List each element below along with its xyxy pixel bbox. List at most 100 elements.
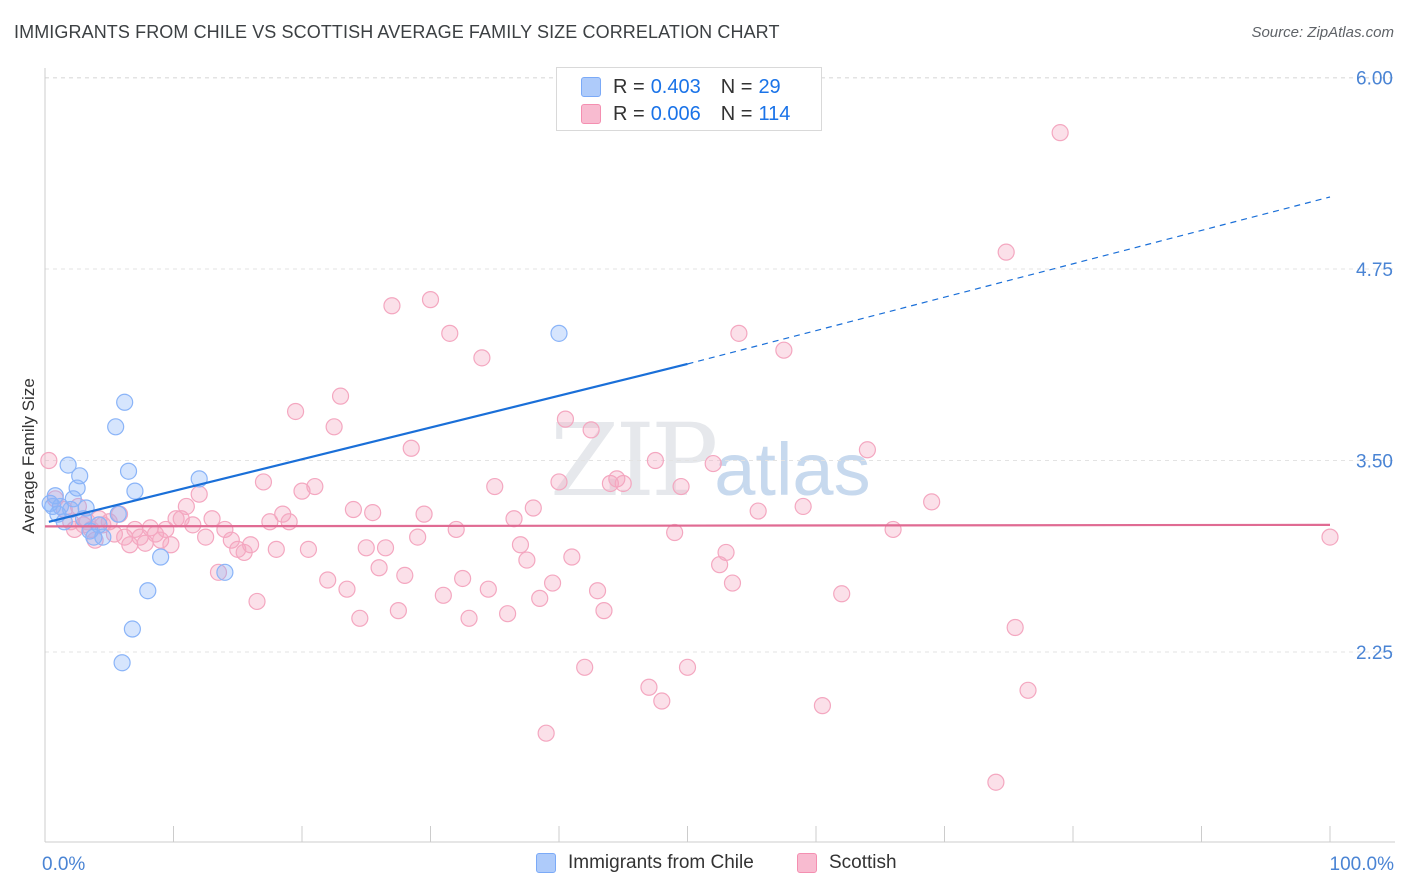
legend-swatch-chile — [581, 77, 601, 97]
data-point-scottish — [531, 589, 549, 607]
data-point-scottish — [794, 497, 812, 516]
data-point-chile — [126, 482, 144, 500]
data-point-scottish — [499, 605, 517, 623]
data-point-scottish — [833, 585, 851, 603]
data-point-scottish — [383, 297, 401, 315]
legend-n-label: N = — [720, 102, 753, 125]
data-point-scottish — [190, 485, 208, 503]
data-point-chile — [139, 582, 157, 600]
data-point-scottish — [1019, 681, 1037, 699]
data-point-scottish — [299, 540, 318, 558]
data-point-chile — [46, 487, 64, 505]
data-point-scottish — [306, 477, 324, 496]
data-point-scottish — [923, 493, 941, 511]
source-label: Source: ZipAtlas.com — [1251, 24, 1394, 41]
data-point-scottish — [447, 520, 465, 539]
data-point-scottish — [331, 387, 350, 405]
data-point-scottish — [409, 528, 427, 546]
trend-line-chile — [48, 362, 688, 523]
data-point-scottish — [396, 566, 414, 585]
series-legend: Immigrants from Chile Scottish — [0, 852, 1406, 878]
data-points — [40, 124, 1339, 791]
data-point-chile — [113, 654, 131, 672]
data-point-scottish — [415, 505, 433, 523]
legend-item-scottish[interactable]: Scottish — [797, 852, 897, 874]
legend-n-label: N = — [720, 75, 753, 98]
trend-line-scottish — [44, 523, 1331, 528]
data-point-chile — [116, 393, 134, 411]
data-point-scottish — [730, 324, 748, 342]
watermark-atlas: atlas — [714, 428, 871, 511]
y-tick-label: 4.75 — [1356, 260, 1393, 281]
data-point-scottish — [666, 523, 684, 542]
legend-n-value: 114 — [758, 102, 791, 125]
data-point-scottish — [280, 513, 298, 531]
data-point-scottish — [858, 441, 877, 459]
data-point-scottish — [524, 499, 542, 517]
data-point-scottish — [486, 477, 504, 496]
data-point-chile — [109, 505, 127, 523]
data-point-scottish — [511, 536, 530, 554]
data-point-scottish — [152, 531, 170, 549]
data-point-scottish — [556, 410, 575, 428]
data-point-scottish — [987, 773, 1005, 791]
data-point-scottish — [775, 341, 793, 359]
data-point-scottish — [460, 609, 478, 627]
trend-lines — [44, 196, 1331, 528]
x-tick-label: 100.0% — [1330, 854, 1395, 875]
data-point-scottish — [1321, 528, 1339, 546]
data-point-scottish — [454, 569, 472, 588]
axis-labels: 2.25 3.50 4.75 6.00 0.0% 100.0% Average Family… — [19, 69, 1394, 876]
data-point-scottish — [357, 539, 375, 557]
data-point-scottish — [286, 402, 305, 421]
data-point-scottish — [813, 697, 832, 715]
watermark-zip: ZIP — [550, 402, 718, 519]
data-point-scottish — [434, 586, 452, 604]
data-point-scottish — [723, 574, 742, 592]
data-point-scottish — [550, 473, 568, 491]
y-tick-label: 3.50 — [1356, 452, 1393, 473]
x-tick-label: 0.0% — [42, 854, 85, 875]
data-point-scottish — [646, 451, 664, 470]
data-point-scottish — [325, 418, 343, 436]
data-point-chile — [152, 548, 170, 566]
stats-legend: R = 0.403 N = 29 R = 0.006 N = 114 — [556, 67, 822, 131]
data-point-scottish — [479, 580, 497, 598]
data-point-scottish — [640, 678, 658, 696]
data-point-scottish — [293, 482, 311, 500]
y-axis-label: Average Family Size — [19, 378, 38, 534]
data-point-scottish — [203, 510, 221, 528]
data-point-scottish — [563, 548, 581, 566]
legend-swatch-chile — [536, 853, 556, 873]
data-point-scottish — [653, 692, 671, 710]
legend-r-value: 0.006 — [650, 102, 701, 125]
legend-item-chile[interactable]: Immigrants from Chile — [536, 852, 754, 874]
data-point-chile — [59, 456, 77, 474]
data-point-scottish — [588, 582, 607, 600]
data-point-scottish — [370, 559, 388, 577]
data-point-scottish — [717, 543, 735, 562]
legend-row-chile: R = 0.403 N = 29 — [581, 74, 781, 100]
data-point-scottish — [505, 510, 523, 528]
data-point-scottish — [209, 563, 228, 581]
data-point-scottish — [997, 243, 1015, 261]
data-point-scottish — [595, 602, 613, 620]
chart-title: IMMIGRANTS FROM CHILE VS SCOTTISH AVERAG… — [14, 22, 780, 42]
legend-n-value: 29 — [758, 75, 781, 98]
watermark: ZIPatlas — [550, 402, 871, 519]
data-point-scottish — [884, 520, 902, 539]
data-point-scottish — [197, 528, 215, 546]
data-point-scottish — [441, 324, 459, 342]
data-point-scottish — [162, 536, 180, 554]
data-point-chile — [64, 490, 82, 508]
data-point-scottish — [177, 497, 195, 516]
data-point-scottish — [678, 658, 697, 676]
legend-swatch-scottish — [581, 104, 601, 124]
data-point-scottish — [319, 571, 337, 589]
data-point-scottish — [672, 477, 690, 496]
legend-r-label: R = — [613, 75, 645, 98]
data-point-scottish — [704, 454, 722, 473]
data-point-scottish — [267, 540, 285, 558]
y-tick-label: 6.00 — [1356, 69, 1393, 90]
data-point-chile — [107, 418, 125, 436]
